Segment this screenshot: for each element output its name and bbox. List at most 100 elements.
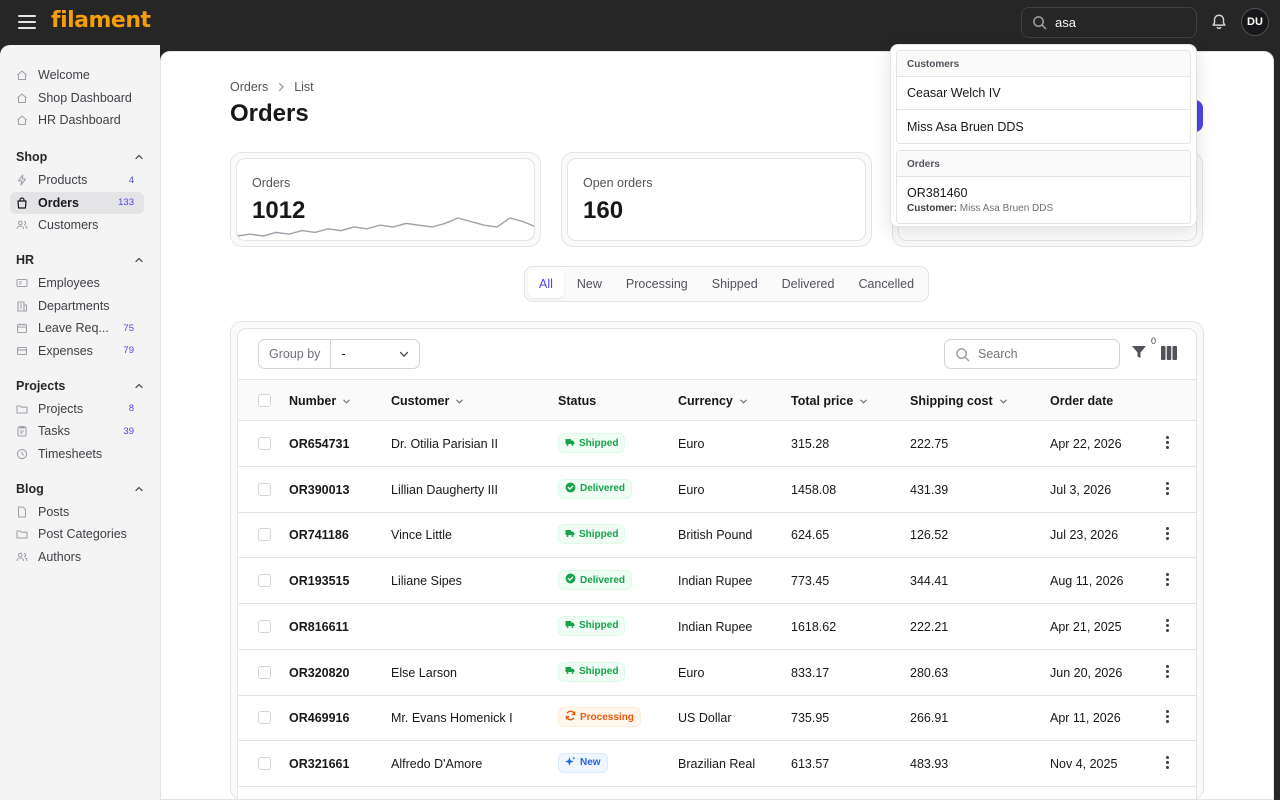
sidebar-item-authors[interactable]: Authors <box>10 546 144 568</box>
row-checkbox[interactable] <box>258 528 271 542</box>
row-checkbox[interactable] <box>258 711 271 725</box>
columns-toggle-icon[interactable] <box>1161 346 1177 360</box>
sidebar-item-badge: 133 <box>118 197 134 208</box>
row-actions-icon[interactable] <box>1166 481 1169 495</box>
sidebar-item-leave-req[interactable]: Leave Req... 75 <box>10 317 144 339</box>
column-header-status[interactable]: Status <box>558 394 597 408</box>
chevron-up-icon[interactable] <box>134 255 144 265</box>
sidebar-item-posts[interactable]: Posts <box>10 501 144 523</box>
row-actions-icon[interactable] <box>1166 573 1169 587</box>
table-row[interactable]: OR654731 Dr. Otilia Parisian II Shipped Eur… <box>238 421 1196 467</box>
menu-toggle-icon[interactable] <box>18 13 36 31</box>
row-checkbox[interactable] <box>258 482 271 496</box>
row-checkbox[interactable] <box>258 665 271 679</box>
status-badge: Processing <box>558 707 641 728</box>
document-icon <box>16 505 28 518</box>
tab-delivered[interactable]: Delivered <box>781 277 835 291</box>
table-row[interactable]: OR320820 Else Larson Shipped Euro 833.17 280.… <box>238 650 1196 696</box>
table-row[interactable]: OR816611 Shipped Indian Rupee 1618.62 222.21… <box>238 604 1196 650</box>
table-row[interactable]: OR193515 Liliane Sipes Delivered Indian Rup… <box>238 558 1196 605</box>
notifications-bell-icon[interactable] <box>1210 13 1228 31</box>
status-badge: Shipped <box>558 615 626 636</box>
table-header: Number Customer Status Currency Total price S… <box>238 379 1196 421</box>
row-checkbox[interactable] <box>258 574 271 588</box>
tab-cancelled[interactable]: Cancelled <box>858 277 915 291</box>
column-header-shipping-cost[interactable]: Shipping cost <box>910 394 1008 408</box>
column-header-number[interactable]: Number <box>289 394 351 408</box>
column-header-order-date[interactable]: Order date <box>1050 394 1114 408</box>
sidebar-group-blog[interactable]: Blog <box>16 482 144 496</box>
row-checkbox[interactable] <box>258 756 271 770</box>
column-header-currency[interactable]: Currency <box>678 394 748 408</box>
order-number[interactable]: OR654731 <box>289 437 350 451</box>
sidebar-item-timesheets[interactable]: Timesheets <box>10 443 144 465</box>
tab-new[interactable]: New <box>576 277 602 291</box>
sidebar-item-welcome[interactable]: Welcome <box>10 64 144 86</box>
shipping-cost: 280.63 <box>910 665 949 680</box>
row-actions-icon[interactable] <box>1166 527 1169 541</box>
sort-chevron-icon <box>456 399 464 404</box>
column-header-total-price[interactable]: Total price <box>791 394 868 408</box>
select-all-checkbox[interactable] <box>258 394 271 407</box>
sidebar-item-shop-dashboard[interactable]: Shop Dashboard <box>10 87 144 109</box>
sidebar-item-post-categories[interactable]: Post Categories <box>10 523 144 545</box>
chevron-up-icon[interactable] <box>134 381 144 391</box>
order-date: Nov 4, 2025 <box>1050 756 1118 771</box>
tab-all[interactable]: All <box>528 270 564 298</box>
row-actions-icon[interactable] <box>1166 436 1169 449</box>
sidebar-item-employees[interactable]: Employees <box>10 272 144 294</box>
search-result-item[interactable]: OR381460 Customer: Miss Asa Bruen DDS <box>897 177 1190 223</box>
filter-icon[interactable] <box>1131 344 1147 360</box>
sidebar-item-customers[interactable]: Customers <box>10 214 144 236</box>
chevron-up-icon[interactable] <box>134 152 144 162</box>
sort-chevron-icon <box>860 399 868 404</box>
breadcrumb-parent[interactable]: Orders <box>230 80 269 94</box>
order-number[interactable]: OR320820 <box>289 665 350 680</box>
column-header-customer[interactable]: Customer <box>391 394 464 408</box>
stat-card-orders: Orders 1012 <box>230 152 541 247</box>
order-number[interactable]: OR816611 <box>289 619 349 634</box>
order-number[interactable]: OR321661 <box>289 756 350 771</box>
group-by-select[interactable]: Group by - <box>258 339 420 369</box>
sidebar-item-tasks[interactable]: Tasks 39 <box>10 420 144 442</box>
order-number[interactable]: OR469916 <box>289 711 350 726</box>
table-row[interactable]: OR321661 Alfredo D'Amore New Brazilian Real… <box>238 741 1196 787</box>
order-number[interactable]: OR741186 <box>289 528 349 543</box>
tab-processing[interactable]: Processing <box>625 277 688 291</box>
sidebar-group-shop[interactable]: Shop <box>16 150 144 164</box>
sidebar-item-orders[interactable]: Orders 133 <box>10 191 144 214</box>
sidebar-item-projects[interactable]: Projects 8 <box>10 398 144 420</box>
sidebar-item-label: Customers <box>38 218 99 232</box>
table-search-input[interactable] <box>978 347 1108 361</box>
currency: Euro <box>678 665 705 680</box>
tab-shipped[interactable]: Shipped <box>711 277 758 291</box>
search-result-item[interactable]: Miss Asa Bruen DDS <box>907 119 1024 134</box>
sidebar-item-products[interactable]: Products 4 <box>10 169 144 191</box>
row-checkbox[interactable] <box>258 437 271 450</box>
users-icon <box>16 219 28 231</box>
global-search-input[interactable] <box>1055 15 1185 30</box>
search-result-item[interactable]: Ceasar Welch IV <box>897 77 1190 110</box>
table-row[interactable]: OR741186 Vince Little Shipped British Pound… <box>238 512 1196 559</box>
row-actions-icon[interactable] <box>1166 664 1169 678</box>
sidebar-group-projects[interactable]: Projects <box>16 379 144 393</box>
row-actions-icon[interactable] <box>1166 755 1169 769</box>
row-actions-icon[interactable] <box>1166 618 1169 632</box>
row-checkbox[interactable] <box>258 619 271 633</box>
building-icon <box>16 300 28 312</box>
order-number[interactable]: OR193515 <box>289 574 350 589</box>
brand-logo[interactable]: filament <box>51 8 151 33</box>
row-actions-icon[interactable] <box>1166 710 1169 724</box>
user-avatar[interactable]: DU <box>1241 8 1269 36</box>
sidebar-item-departments[interactable]: Departments <box>10 295 144 317</box>
sidebar-item-expenses[interactable]: Expenses 79 <box>10 340 144 362</box>
table-search[interactable] <box>944 339 1120 369</box>
chevron-up-icon[interactable] <box>134 484 144 494</box>
sidebar-item-hr-dashboard[interactable]: HR Dashboard <box>10 109 144 131</box>
table-row[interactable]: OR390013 Lillian Daugherty III Delivered Eu… <box>238 467 1196 513</box>
table-row[interactable]: OR469916 Mr. Evans Homenick I Processing US… <box>238 695 1196 742</box>
global-search[interactable] <box>1021 7 1197 38</box>
sidebar-group-hr[interactable]: HR <box>16 253 144 267</box>
order-number[interactable]: OR390013 <box>289 482 350 497</box>
order-date: Jun 20, 2026 <box>1050 665 1123 680</box>
